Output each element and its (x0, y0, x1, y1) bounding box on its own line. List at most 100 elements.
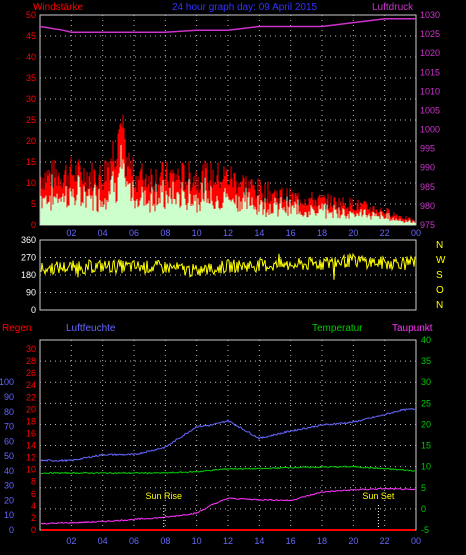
humidity-tick-label: 20 (4, 495, 14, 505)
wind-x-tick-label: 04 (98, 228, 108, 238)
wind-tick-label: 10 (26, 178, 36, 188)
pressure-tick-label: 1030 (420, 10, 440, 20)
temperature-tick-label: 25 (421, 398, 431, 408)
compass-label: N (436, 300, 443, 311)
pressure-tick-label: 1005 (420, 105, 440, 115)
compass-label: S (436, 270, 443, 281)
compass-label: O (436, 285, 444, 296)
humidity-tick-label: 30 (4, 481, 14, 491)
rain-tick-label: 16 (26, 428, 36, 438)
wind-x-tick-label: 08 (160, 228, 170, 238)
wind-panel-tick-labels: 0510152025303540455097598098599099510001… (26, 10, 440, 238)
dewpoint-series-line (41, 487, 416, 525)
wind-bars (40, 114, 416, 225)
thermo-x-tick-label: 20 (348, 536, 358, 546)
humidity-axis-title: Luftfeuchte (66, 323, 116, 334)
temperature-tick-label: 15 (421, 441, 431, 451)
wind-x-tick-label: 06 (129, 228, 139, 238)
pressure-tick-label: 980 (420, 201, 435, 211)
pressure-tick-label: 1015 (420, 67, 440, 77)
thermo-panel-grid (40, 340, 416, 530)
temperature-tick-label: -5 (421, 525, 429, 535)
wind-x-tick-label: 20 (348, 228, 358, 238)
humidity-tick-label: 70 (4, 422, 14, 432)
sun-annotation-label: Sun Rise (146, 491, 183, 501)
wind-x-tick-label: 18 (317, 228, 327, 238)
temperature-tick-label: 35 (421, 356, 431, 366)
rain-tick-label: 28 (26, 356, 36, 366)
rain-tick-label: 4 (31, 501, 36, 511)
rain-tick-label: 20 (26, 404, 36, 414)
humidity-tick-label: 10 (4, 510, 14, 520)
temperature-axis-title: Temperatur (312, 323, 363, 334)
thermo-x-tick-label: 12 (223, 536, 233, 546)
pressure-tick-label: 1010 (420, 86, 440, 96)
direction-tick-label: 180 (21, 270, 36, 280)
humidity-tick-label: 80 (4, 407, 14, 417)
rain-tick-label: 12 (26, 453, 36, 463)
thermo-x-tick-label: 18 (317, 536, 327, 546)
pressure-series-line (39, 18, 416, 33)
thermo-x-tick-label: 10 (192, 536, 202, 546)
rain-tick-label: 18 (26, 416, 36, 426)
rain-tick-label: 22 (26, 392, 36, 402)
rain-tick-label: 26 (26, 368, 36, 378)
direction-panel-grid (40, 257, 416, 293)
wind-x-tick-label: 12 (223, 228, 233, 238)
wind-tick-label: 5 (31, 199, 36, 209)
humidity-tick-label: 0 (9, 525, 14, 535)
thermo-x-tick-label: 22 (380, 536, 390, 546)
wind-x-tick-label: 22 (380, 228, 390, 238)
temperature-tick-label: 5 (421, 483, 426, 493)
pressure-tick-label: 995 (420, 144, 435, 154)
wind-tick-label: 45 (26, 31, 36, 41)
rain-tick-label: 6 (31, 489, 36, 499)
humidity-tick-label: 40 (4, 466, 14, 476)
thermo-x-tick-label: 06 (129, 536, 139, 546)
rain-axis-title: Regen (2, 323, 31, 334)
temperature-tick-label: 20 (421, 419, 431, 429)
wind-tick-label: 30 (26, 94, 36, 104)
temperature-tick-label: 0 (421, 504, 426, 514)
thermo-x-tick-label: 02 (66, 536, 76, 546)
rain-tick-label: 0 (31, 525, 36, 535)
wind-x-tick-label: 00 (411, 228, 421, 238)
pressure-tick-label: 1020 (420, 48, 440, 58)
rain-tick-label: 14 (26, 441, 36, 451)
wind-x-tick-label: 02 (66, 228, 76, 238)
rain-tick-label: 10 (26, 465, 36, 475)
thermo-panel-tick-labels: -505101520253035400102030405060708090100… (0, 335, 431, 546)
temperature-tick-label: 10 (421, 462, 431, 472)
humidity-tick-label: 60 (4, 436, 14, 446)
wind-x-tick-label: 14 (254, 228, 264, 238)
rain-tick-label: 2 (31, 513, 36, 523)
rain-tick-label: 24 (26, 380, 36, 390)
rain-tick-label: 8 (31, 477, 36, 487)
compass-label: N (436, 240, 443, 251)
pressure-tick-label: 990 (420, 163, 435, 173)
wind-tick-label: 40 (26, 52, 36, 62)
direction-series-line (40, 252, 416, 280)
rain-tick-label: 30 (26, 344, 36, 354)
wind-tick-label: 0 (31, 220, 36, 230)
humidity-series-line (40, 407, 416, 463)
sun-annotation-label: Sun Set (362, 491, 395, 501)
thermo-x-tick-label: 14 (254, 536, 264, 546)
temperature-tick-label: 30 (421, 377, 431, 387)
compass-label: W (436, 255, 446, 266)
wind-tick-label: 15 (26, 157, 36, 167)
dewpoint-axis-title: Taupunkt (392, 323, 433, 334)
temperature-series-line (40, 465, 415, 475)
pressure-tick-label: 985 (420, 182, 435, 192)
wind-tick-label: 20 (26, 136, 36, 146)
wind-tick-label: 50 (26, 10, 36, 20)
sun-annotations: Sun Rise Sun Set (146, 491, 395, 528)
humidity-tick-label: 90 (4, 392, 14, 402)
temperature-tick-label: 40 (421, 335, 431, 345)
humidity-tick-label: 50 (4, 451, 14, 461)
pressure-tick-label: 975 (420, 220, 435, 230)
direction-tick-label: 0 (31, 305, 36, 315)
wind-x-tick-label: 16 (286, 228, 296, 238)
direction-panel-frame (39, 239, 417, 311)
